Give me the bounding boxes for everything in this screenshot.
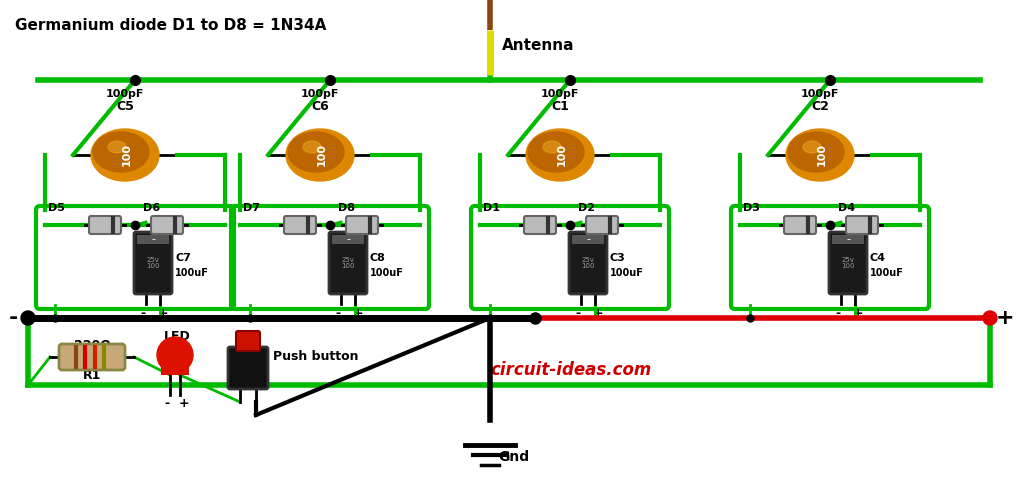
- Text: C8: C8: [370, 253, 386, 263]
- Text: R1: R1: [83, 369, 101, 382]
- Text: -: -: [336, 307, 341, 320]
- Text: +: +: [853, 307, 863, 320]
- Ellipse shape: [93, 132, 150, 172]
- FancyBboxPatch shape: [161, 353, 189, 375]
- Text: 100uF: 100uF: [370, 268, 403, 278]
- Text: 100pF: 100pF: [541, 89, 580, 99]
- Text: C2: C2: [811, 100, 829, 113]
- Text: Antenna: Antenna: [502, 38, 574, 53]
- Text: 100uF: 100uF: [175, 268, 209, 278]
- Text: C1: C1: [551, 100, 569, 113]
- Text: 220Ω: 220Ω: [74, 339, 111, 352]
- Text: C4: C4: [870, 253, 886, 263]
- Text: +: +: [178, 397, 189, 410]
- FancyBboxPatch shape: [134, 232, 172, 294]
- Ellipse shape: [108, 141, 126, 153]
- FancyBboxPatch shape: [524, 216, 556, 234]
- Text: D6: D6: [143, 203, 160, 213]
- FancyBboxPatch shape: [846, 216, 878, 234]
- FancyBboxPatch shape: [586, 216, 618, 234]
- Text: 100: 100: [557, 143, 567, 167]
- Text: D8: D8: [338, 203, 355, 213]
- Text: +: +: [995, 308, 1015, 328]
- FancyBboxPatch shape: [829, 232, 867, 294]
- Ellipse shape: [543, 141, 561, 153]
- Text: +: +: [352, 307, 364, 320]
- Text: Gnd: Gnd: [498, 450, 529, 464]
- Text: -: -: [8, 308, 17, 328]
- Ellipse shape: [526, 129, 594, 181]
- FancyBboxPatch shape: [784, 216, 816, 234]
- Text: 100pF: 100pF: [105, 89, 144, 99]
- FancyBboxPatch shape: [89, 216, 121, 234]
- Bar: [572, 235, 604, 244]
- Text: -: -: [140, 307, 145, 320]
- Ellipse shape: [288, 132, 344, 172]
- Bar: [332, 235, 364, 244]
- Text: 100: 100: [817, 143, 827, 167]
- FancyBboxPatch shape: [59, 344, 125, 370]
- Text: D5: D5: [48, 203, 65, 213]
- Text: 100pF: 100pF: [301, 89, 339, 99]
- Text: -: -: [575, 307, 581, 320]
- Text: 25v
100: 25v 100: [146, 256, 160, 270]
- Text: -: -: [846, 234, 850, 244]
- Circle shape: [157, 337, 193, 373]
- Circle shape: [983, 311, 997, 325]
- Text: 100: 100: [317, 143, 327, 167]
- Text: -: -: [346, 234, 350, 244]
- Text: D1: D1: [483, 203, 500, 213]
- Ellipse shape: [788, 132, 844, 172]
- Ellipse shape: [303, 141, 321, 153]
- Text: C6: C6: [311, 100, 329, 113]
- Text: +: +: [158, 307, 168, 320]
- FancyBboxPatch shape: [346, 216, 378, 234]
- FancyBboxPatch shape: [236, 331, 260, 351]
- Ellipse shape: [286, 129, 354, 181]
- Bar: [137, 235, 169, 244]
- Text: -: -: [165, 397, 170, 410]
- Text: LED: LED: [164, 330, 190, 343]
- Text: +: +: [593, 307, 603, 320]
- Ellipse shape: [786, 129, 854, 181]
- Text: 25v
100: 25v 100: [842, 256, 855, 270]
- Text: 100uF: 100uF: [870, 268, 904, 278]
- Text: D2: D2: [578, 203, 595, 213]
- Ellipse shape: [91, 129, 159, 181]
- Text: 100uF: 100uF: [610, 268, 644, 278]
- Text: D3: D3: [743, 203, 760, 213]
- FancyBboxPatch shape: [329, 232, 367, 294]
- FancyBboxPatch shape: [228, 347, 268, 389]
- Text: 25v
100: 25v 100: [582, 256, 595, 270]
- Bar: [831, 235, 864, 244]
- Text: -: -: [586, 234, 590, 244]
- Ellipse shape: [528, 132, 584, 172]
- Text: 25v
100: 25v 100: [341, 256, 354, 270]
- Circle shape: [22, 311, 35, 325]
- Text: D4: D4: [838, 203, 855, 213]
- Text: circuit-ideas.com: circuit-ideas.com: [490, 361, 651, 379]
- FancyBboxPatch shape: [284, 216, 316, 234]
- Ellipse shape: [803, 141, 821, 153]
- Text: 100: 100: [122, 143, 132, 167]
- FancyBboxPatch shape: [569, 232, 607, 294]
- Text: Germanium diode D1 to D8 = 1N34A: Germanium diode D1 to D8 = 1N34A: [15, 18, 327, 33]
- FancyBboxPatch shape: [151, 216, 183, 234]
- Text: D7: D7: [243, 203, 260, 213]
- Text: Push button: Push button: [273, 351, 358, 364]
- Text: -: -: [151, 234, 155, 244]
- Text: -: -: [836, 307, 841, 320]
- Text: 100pF: 100pF: [801, 89, 840, 99]
- Text: C7: C7: [175, 253, 190, 263]
- Text: C3: C3: [610, 253, 626, 263]
- Text: C5: C5: [116, 100, 134, 113]
